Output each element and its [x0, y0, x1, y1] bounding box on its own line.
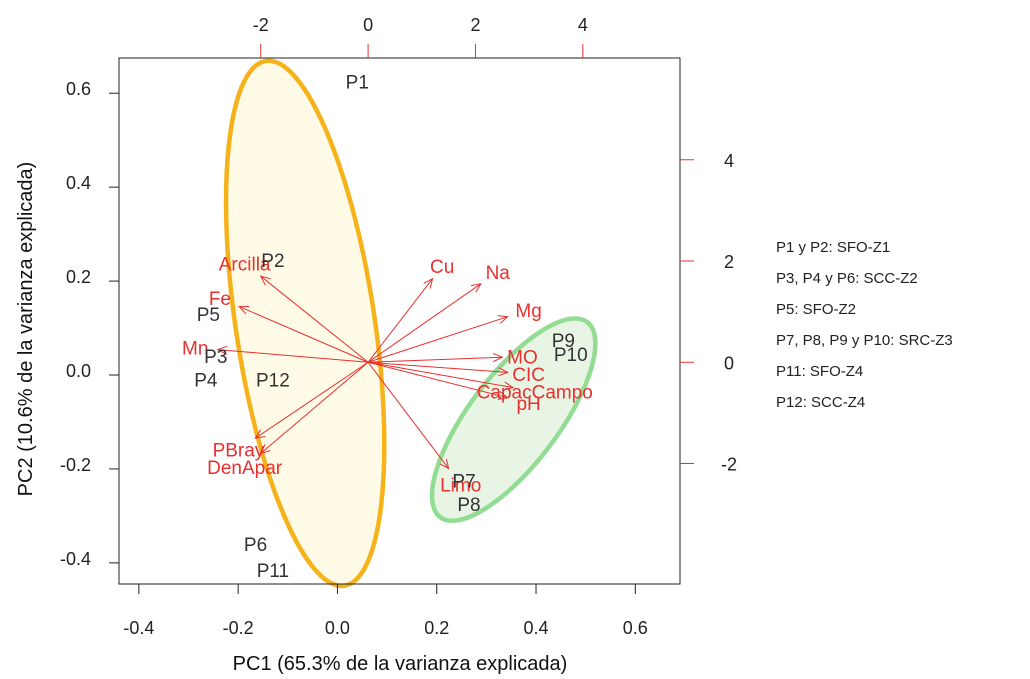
top-tick-label: 2: [470, 15, 480, 35]
legend-item: P1 y P2: SFO-Z1: [776, 239, 891, 256]
right-tick-label: 4: [724, 151, 734, 171]
loading-arrow-mn: [217, 349, 369, 363]
loading-arrow-pbray: [255, 361, 369, 439]
loading-label-limo: Limo: [440, 476, 481, 497]
point-label-p9: P9: [552, 331, 575, 352]
loading-arrow-denapar: [260, 361, 369, 454]
loading-arrow-limo: [367, 361, 450, 469]
loading-label-mn: Mn: [182, 339, 208, 360]
arrowhead-mg: [497, 315, 509, 324]
point-label-p8: P8: [457, 495, 480, 516]
group-ellipse-1: [223, 58, 387, 589]
legend-item: P11: SFO-Z4: [776, 363, 864, 380]
top-tick-label: 4: [578, 15, 588, 35]
arrowhead-fe: [238, 305, 250, 315]
loading-arrow-ph: [367, 361, 508, 399]
arrowhead-arcilla: [259, 275, 271, 286]
x-tick-label: 0.0: [325, 618, 350, 638]
loading-arrow-mg: [367, 316, 508, 363]
plot-frame: [118, 57, 681, 585]
loading-label-cic: CIC: [512, 365, 545, 386]
loading-label-na: Na: [486, 263, 511, 284]
loading-arrow-arcilla: [260, 275, 369, 363]
loading-arrow-na: [367, 283, 482, 363]
arrowhead-pbray: [254, 429, 266, 439]
right-tick-label: 0: [724, 353, 734, 373]
group-legend: P1 y P2: SFO-Z1 P3, P4 y P6: SCC-Z2 P5: SF…: [776, 238, 953, 424]
point-label-p12: P12: [256, 371, 290, 392]
group-ellipse-2: [429, 316, 598, 524]
arrowhead-denapar: [259, 444, 271, 455]
x-tick-label: 0.4: [524, 618, 549, 638]
point-label-p2: P2: [261, 251, 284, 272]
point-label-p6: P6: [244, 535, 267, 556]
y-tick-label: -0.2: [60, 455, 91, 475]
arrowhead-na: [470, 283, 482, 293]
right-tick-label: -2: [721, 455, 737, 475]
loading-arrow-mo: [368, 356, 503, 363]
y-axis-label: PC2 (10.6% de la varianza explicada): [15, 162, 37, 497]
loading-label-mg: Mg: [515, 301, 541, 322]
x-tick-label: 0.2: [424, 618, 449, 638]
group-ellipses: [223, 58, 598, 589]
loading-arrow-capaccampo: [368, 361, 514, 389]
top-tick-label: 0: [363, 15, 373, 35]
x-tick-label: 0.6: [623, 618, 648, 638]
point-label-p1: P1: [346, 72, 369, 93]
top-tick-label: -2: [253, 15, 269, 35]
arrowhead-capaccampo: [503, 381, 515, 391]
loading-label-mo: MO: [507, 347, 538, 368]
point-label-p11: P11: [257, 561, 289, 582]
y-tick-label: -0.4: [60, 549, 91, 569]
loading-label-cu: Cu: [430, 257, 454, 278]
loading-label-pbray: PBray: [213, 441, 265, 462]
point-label-p3: P3: [204, 347, 227, 368]
y-tick-label: 0.4: [66, 173, 91, 193]
point-label-p7: P7: [452, 472, 475, 493]
arrowhead-mo: [492, 353, 504, 363]
y-tick-label: 0.2: [66, 267, 91, 287]
loading-label-arcilla: Arcilla: [219, 254, 271, 275]
loading-arrow-fe: [239, 306, 369, 363]
point-label-p5: P5: [197, 305, 220, 326]
arrowhead-mn: [216, 345, 228, 355]
point-label-p10: P10: [554, 345, 588, 366]
legend-item: P5: SFO-Z2: [776, 301, 857, 318]
loading-label-fe: Fe: [209, 289, 231, 310]
x-tick-label: -0.2: [223, 618, 254, 638]
legend-item: P12: SCC-Z4: [776, 394, 866, 411]
legend-item: P3, P4 y P6: SCC-Z2: [776, 270, 918, 287]
x-axis-label: PC1 (65.3% de la varianza explicada): [233, 653, 568, 675]
arrowhead-cic: [498, 367, 509, 377]
right-tick-label: 2: [724, 252, 734, 272]
arrowhead-ph: [497, 391, 509, 400]
arrowhead-cu: [423, 277, 434, 289]
loading-arrow-cu: [367, 278, 433, 363]
axes: -0.4 -0.2 0.0 0.2 0.4 0.6 -0.4 -0.2 0.0 0.2 0.4 0.6…: [60, 15, 737, 638]
legend-item: P7, P8, P9 y P10: SRC-Z3: [776, 332, 953, 349]
loading-label-denapar: DenApar: [207, 458, 283, 479]
y-tick-label: 0.0: [66, 361, 91, 381]
point-label-p4: P4: [194, 371, 218, 392]
arrowhead-limo: [439, 458, 450, 470]
loading-label-ph: pH: [516, 394, 540, 415]
y-tick-label: 0.6: [66, 79, 91, 99]
loading-arrow-cic: [368, 361, 508, 373]
x-tick-label: -0.4: [123, 618, 154, 638]
